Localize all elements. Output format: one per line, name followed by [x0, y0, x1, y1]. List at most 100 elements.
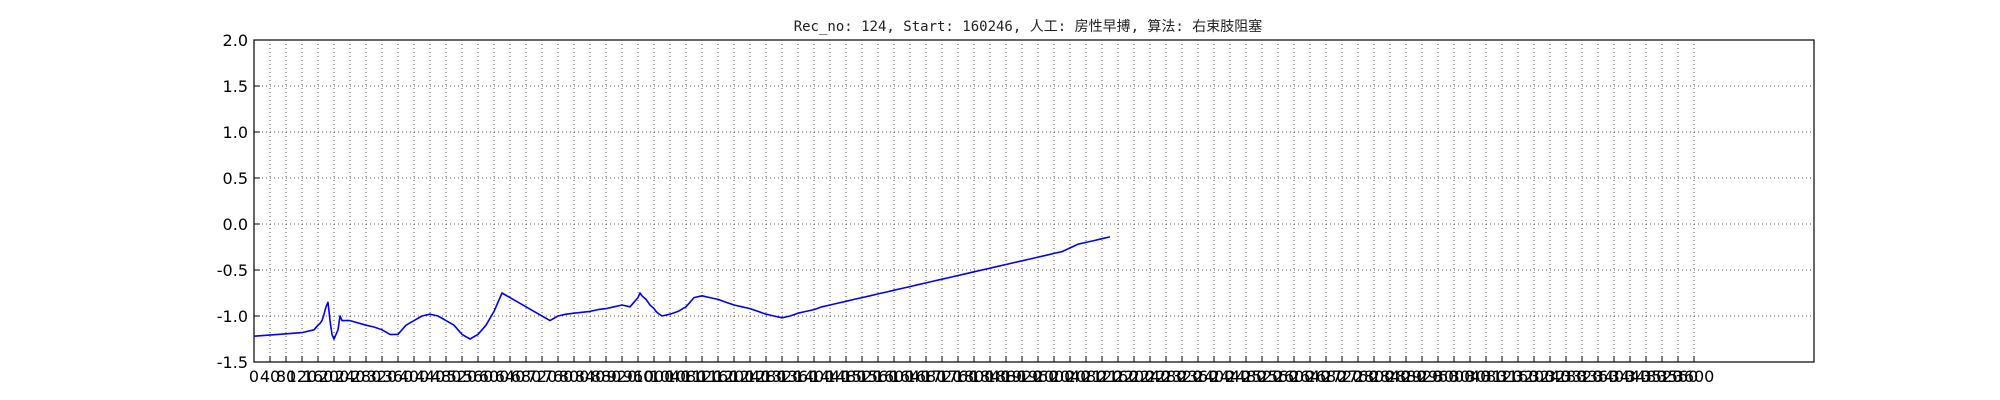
x-tick-label: 2880: [1386, 367, 1427, 386]
x-tick-label: 440: [415, 367, 446, 386]
x-tick-label: 800: [559, 367, 590, 386]
x-tick-label: 760: [543, 367, 574, 386]
x-tick-label: 920: [607, 367, 638, 386]
x-tick-label: 1600: [874, 367, 915, 386]
x-tick-label: 1400: [794, 367, 835, 386]
y-axis: 2.0 1.5 1.0 0.5 0.0 -0.5 -1.0 -1.5: [217, 31, 260, 372]
x-tick-label: 3360: [1578, 367, 1619, 386]
x-tick-label: 560: [463, 367, 494, 386]
x-tick-label: 1360: [778, 367, 819, 386]
plot-area: [253, 39, 1815, 363]
x-tick-label: 2440: [1210, 367, 1251, 386]
x-axis: 0 408012016020024028032036040044048052056…: [249, 356, 1714, 386]
x-tick-label: 1280: [746, 367, 787, 386]
x-tick-label: 720: [527, 367, 558, 386]
x-tick-label: 1240: [730, 367, 771, 386]
x-tick-label: 1640: [890, 367, 931, 386]
x-tick-label: 3560: [1658, 367, 1699, 386]
x-tick-label: 2920: [1402, 367, 1443, 386]
x-tick-label: 520: [447, 367, 478, 386]
y-tick-label: 1.5: [223, 77, 248, 96]
x-tick-label: 2800: [1354, 367, 1395, 386]
x-tick-label: 2480: [1226, 367, 1267, 386]
x-tick-label: 3440: [1610, 367, 1651, 386]
x-tick-label: 480: [431, 367, 462, 386]
x-tick-label: 1720: [922, 367, 963, 386]
x-tick-label: 2120: [1082, 367, 1123, 386]
ecg-signal: [253, 236, 1111, 340]
x-tick-label: 200: [319, 367, 350, 386]
x-tick-label: 1560: [858, 367, 899, 386]
ecg-series-line: [253, 236, 1111, 340]
x-tick-label: 1080: [666, 367, 707, 386]
x-tick-label: 1440: [810, 367, 851, 386]
x-tick-label: 1160: [698, 367, 739, 386]
x-tick-label: 1040: [650, 367, 691, 386]
x-tick-label: 2640: [1290, 367, 1331, 386]
y-tick-label: 0.5: [223, 169, 248, 188]
y-tick-label: -0.5: [217, 261, 248, 280]
x-tick-label: 3280: [1546, 367, 1587, 386]
x-tick-label: 1680: [906, 367, 947, 386]
x-tick-label: 320: [367, 367, 398, 386]
x-tick-label: 2360: [1178, 367, 1219, 386]
x-tick-label: 3040: [1450, 367, 1491, 386]
x-tick-label: 400: [399, 367, 430, 386]
x-tick-label: 240: [335, 367, 366, 386]
x-tick-label: 840: [575, 367, 606, 386]
x-tick-label: 2840: [1370, 367, 1411, 386]
x-tick-label: 280: [351, 367, 382, 386]
x-tick-label: 3600: [1674, 367, 1715, 386]
x-tick-label: 360: [383, 367, 414, 386]
x-tick-label: 1120: [682, 367, 723, 386]
x-tick-label: 960: [623, 367, 654, 386]
x-tick-label: 3240: [1530, 367, 1571, 386]
x-tick-label: 1480: [826, 367, 867, 386]
x-tick-label: 3320: [1562, 367, 1603, 386]
x-tick-label: 40: [260, 367, 280, 386]
x-tick-label: 1000: [634, 367, 675, 386]
x-tick-label: 2760: [1338, 367, 1379, 386]
x-tick-label: 2240: [1130, 367, 1171, 386]
x-tick-label: 2160: [1098, 367, 1139, 386]
x-tick-label: 3000: [1434, 367, 1475, 386]
x-tick-label: 3480: [1626, 367, 1667, 386]
x-tick-label: 1320: [762, 367, 803, 386]
x-tick-label: 2200: [1114, 367, 1155, 386]
x-tick-label: 80: [276, 367, 296, 386]
x-tick-label: 2960: [1418, 367, 1459, 386]
x-tick-label: 880: [591, 367, 622, 386]
y-tick-label: 2.0: [223, 31, 248, 50]
y-tick-label: 1.0: [223, 123, 248, 142]
x-tick-label: 2040: [1050, 367, 1091, 386]
x-tick-label: 640: [495, 367, 526, 386]
x-tick-label: 1920: [1002, 367, 1043, 386]
x-tick-label: 2280: [1146, 367, 1187, 386]
x-tick-label: 2320: [1162, 367, 1203, 386]
y-tick-label: -1.5: [217, 353, 248, 372]
x-tick-label: 1200: [714, 367, 755, 386]
x-tick-label: 3520: [1642, 367, 1683, 386]
x-tick-label: 600: [479, 367, 510, 386]
x-tick-label: 160: [303, 367, 334, 386]
x-tick-label: 1840: [970, 367, 1011, 386]
x-tick-label: 3120: [1482, 367, 1523, 386]
x-tick-label: 3200: [1514, 367, 1555, 386]
x-tick-label: 680: [511, 367, 542, 386]
x-tick-label: 3400: [1594, 367, 1635, 386]
x-tick-label: 3160: [1498, 367, 1539, 386]
grid: [254, 40, 1814, 362]
x-tick-label: 1960: [1018, 367, 1059, 386]
y-tick-label: -1.0: [217, 307, 248, 326]
x-tick-label: 1800: [954, 367, 995, 386]
x-tick-label: 120: [287, 367, 318, 386]
x-tick-label: 1880: [986, 367, 1027, 386]
y-tick-label: 0.0: [223, 215, 248, 234]
x-tick-label: 3080: [1466, 367, 1507, 386]
x-tick-label: 2000: [1034, 367, 1075, 386]
chart-title: Rec_no: 124, Start: 160246, 人工: 房性早搏, 算法…: [794, 18, 1263, 35]
x-tick-label: 2720: [1322, 367, 1363, 386]
x-tick-label: 2400: [1194, 367, 1235, 386]
x-tick-label: 0: [249, 367, 259, 386]
